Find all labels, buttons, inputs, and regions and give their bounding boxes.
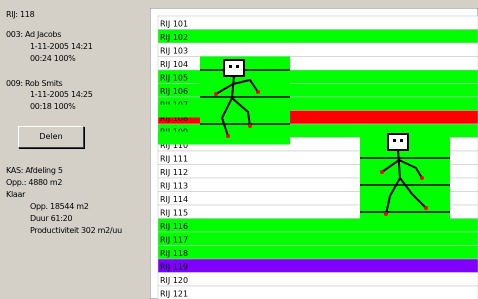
row-label: RIJ 119 bbox=[160, 262, 188, 271]
row-bar bbox=[158, 286, 478, 299]
row-label: RIJ 101 bbox=[160, 19, 188, 28]
row-label: RIJ 114 bbox=[160, 195, 188, 204]
row-bar bbox=[158, 259, 478, 273]
worker-id: 003: Ad Jacobs bbox=[6, 30, 61, 39]
row-label: RIJ 106 bbox=[160, 87, 188, 96]
row-info: RIJ: 118 bbox=[6, 10, 34, 19]
row-label: RIJ 104 bbox=[160, 60, 188, 69]
row-bar bbox=[158, 30, 478, 44]
worker-time: 1-11-2005 14:25 bbox=[30, 90, 93, 99]
greenhouse: KAS: Afdeling 5 bbox=[6, 166, 63, 175]
row-label: RIJ 112 bbox=[160, 168, 188, 177]
row-label: RIJ 103 bbox=[160, 46, 188, 55]
worker-status: 00:24 100% bbox=[30, 54, 75, 63]
row-label: RIJ 117 bbox=[160, 235, 188, 244]
share-button[interactable]: Delen bbox=[18, 126, 84, 148]
worker-id: 009: Rob Smits bbox=[6, 79, 62, 88]
row-label: RIJ 120 bbox=[160, 276, 188, 285]
row-bar bbox=[158, 43, 478, 57]
row-label: RIJ 102 bbox=[160, 33, 188, 42]
rows-panel: RIJ 101 RIJ 102 RIJ 103 RIJ 104 RIJ 105 RIJ 1… bbox=[150, 8, 478, 299]
row-bar bbox=[158, 273, 478, 287]
row-bar bbox=[158, 232, 478, 246]
row-label: RIJ 113 bbox=[160, 181, 188, 190]
screen: RIJ: 118 003: Ad Jacobs 1-11-2005 14:21 … bbox=[0, 0, 478, 299]
row-label: RIJ 116 bbox=[160, 222, 188, 231]
worker-status: 00:18 100% bbox=[30, 102, 75, 111]
row-label: RIJ 105 bbox=[160, 73, 188, 82]
worker-time: 1-11-2005 14:21 bbox=[30, 42, 93, 51]
row-label: RIJ 111 bbox=[160, 154, 188, 163]
duration: Duur 61:20 bbox=[30, 214, 72, 223]
row-label: RIJ 118 bbox=[160, 249, 188, 258]
row-label: RIJ 115 bbox=[160, 208, 188, 217]
done: Klaar bbox=[6, 190, 25, 199]
row-label: RIJ 121 bbox=[160, 289, 188, 298]
row-bar bbox=[158, 16, 478, 30]
done-area: Opp. 18544 m2 bbox=[30, 202, 89, 211]
row-bar bbox=[158, 246, 478, 260]
area: Opp.: 4880 m2 bbox=[6, 178, 62, 187]
productivity: Productiviteit 302 m2/uu bbox=[30, 226, 122, 235]
